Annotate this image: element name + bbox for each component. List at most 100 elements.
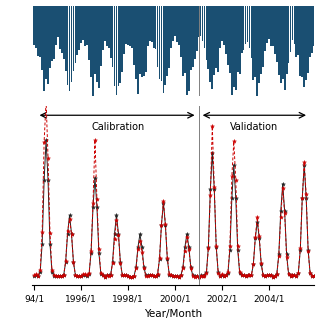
Bar [210,6,211,82]
Bar [196,6,197,51]
Bar [231,6,233,95]
Bar [204,6,205,48]
Bar [227,6,229,65]
Bar [76,6,78,55]
Bar [260,6,262,74]
Text: Validation: Validation [230,122,278,132]
Bar [114,6,116,86]
Bar [157,6,158,67]
Bar [34,6,35,44]
Bar [170,6,172,48]
Bar [233,6,235,87]
Bar [245,6,246,44]
Bar [225,6,227,53]
Bar [215,6,217,68]
Bar [51,6,53,61]
Bar [178,6,180,45]
Bar [92,6,94,96]
Bar [39,6,41,57]
Bar [143,6,145,76]
Bar [198,6,199,36]
Bar [161,6,162,81]
Bar [96,6,98,82]
Bar [133,6,135,65]
Bar [41,6,43,70]
Bar [272,6,274,46]
Bar [249,6,250,48]
Bar [127,6,129,45]
Bar [145,6,147,72]
Bar [98,6,100,88]
Bar [239,6,241,74]
Bar [262,6,264,67]
Bar [176,6,178,42]
Bar [293,6,295,44]
Bar [252,6,254,80]
Bar [172,6,174,41]
Bar [229,6,231,73]
Bar [264,6,266,51]
Bar [65,6,67,71]
Bar [266,6,268,43]
Bar [164,6,166,85]
Bar [168,6,170,68]
Bar [235,6,237,90]
Bar [190,6,192,70]
Bar [63,6,65,59]
Bar [254,6,256,77]
Bar [124,6,125,54]
Bar [207,6,209,68]
Bar [147,6,149,46]
Bar [292,6,293,40]
Bar [71,6,72,82]
Bar [300,6,301,76]
Bar [49,6,51,68]
Bar [36,6,37,48]
Bar [280,6,282,83]
Bar [59,6,61,49]
Bar [290,6,292,52]
Bar [106,6,108,46]
Bar [188,6,190,91]
Bar [117,6,119,86]
Bar [104,6,106,41]
Bar [149,6,151,41]
Bar [75,6,76,62]
Bar [219,6,221,48]
Bar [276,6,278,62]
Bar [53,6,55,59]
Bar [186,6,188,95]
Bar [200,6,202,36]
Bar [286,6,287,74]
Bar [194,6,196,59]
X-axis label: Year/Month: Year/Month [144,309,202,319]
Bar [192,6,194,67]
Bar [258,6,260,83]
Bar [112,6,114,67]
Bar [213,6,215,75]
Text: Calibration: Calibration [91,122,144,132]
Bar [180,6,182,57]
Bar [202,6,204,41]
Bar [301,6,303,77]
Bar [212,6,213,89]
Bar [163,6,164,93]
Bar [43,6,45,92]
Bar [182,6,184,76]
Bar [45,6,47,79]
Bar [311,6,313,53]
Bar [73,6,74,71]
Bar [251,6,252,58]
Bar [174,6,176,36]
Bar [307,6,309,74]
Bar [67,6,68,85]
Bar [309,6,311,57]
Bar [108,6,109,48]
Bar [100,6,102,66]
Bar [94,6,96,74]
Bar [205,6,207,60]
Bar [159,6,160,79]
Bar [139,6,141,74]
Bar [313,6,315,46]
Bar [90,6,92,77]
